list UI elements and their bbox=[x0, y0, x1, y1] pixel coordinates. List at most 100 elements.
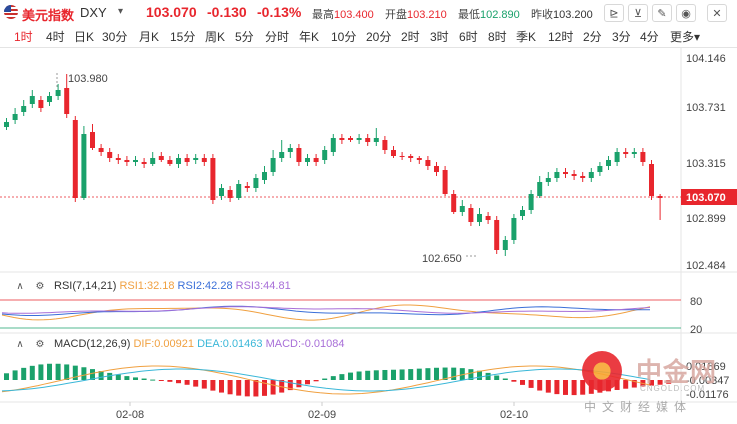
candle-body bbox=[141, 162, 147, 164]
cngold-logo bbox=[582, 351, 622, 391]
macd-bar bbox=[150, 379, 156, 381]
period-tab-6[interactable]: 周K bbox=[205, 30, 226, 44]
rsi-level-80-label: 80 bbox=[690, 296, 702, 308]
header-divider bbox=[0, 47, 737, 48]
candle-body bbox=[12, 114, 18, 120]
candle-body bbox=[477, 214, 482, 222]
candle-body bbox=[391, 150, 396, 156]
candle-body bbox=[657, 196, 663, 198]
candle-body bbox=[184, 158, 190, 162]
rsi1-value: RSI1:32.18 bbox=[119, 280, 175, 292]
candle-body bbox=[47, 96, 52, 102]
macd-tick-label: -0.01176 bbox=[686, 389, 729, 401]
candle-body bbox=[150, 158, 156, 164]
annot-high-label: 103.980 bbox=[68, 73, 108, 85]
macd-bar bbox=[4, 373, 9, 380]
period-tab-18[interactable]: 2分 bbox=[583, 30, 602, 44]
settings-icon[interactable]: ⚙ bbox=[35, 339, 45, 350]
period-bar: 1时 4时 日K 30分 月K 15分 周K 5分 分时 年K 10分 20分 2时 3时 6时 8时 季K 12… bbox=[0, 27, 737, 45]
macd-bar bbox=[296, 380, 302, 388]
current-price-badge bbox=[681, 189, 737, 205]
macd-tick-label: 0.01869 bbox=[686, 361, 726, 373]
period-tab-8[interactable]: 分时 bbox=[265, 30, 290, 44]
period-tab-0[interactable]: 1时 bbox=[14, 30, 33, 44]
macd-bar bbox=[29, 365, 35, 380]
macd-bar bbox=[72, 365, 78, 380]
period-tab-12[interactable]: 2时 bbox=[401, 30, 420, 44]
macd-bar bbox=[520, 380, 525, 385]
candle-body bbox=[330, 138, 336, 152]
period-tab-5[interactable]: 15分 bbox=[170, 30, 196, 44]
period-tab-19[interactable]: 3分 bbox=[612, 30, 631, 44]
candle-body bbox=[520, 210, 525, 216]
macd-bar bbox=[12, 370, 18, 380]
macd-bar bbox=[399, 369, 405, 380]
period-tab-11[interactable]: 20分 bbox=[366, 30, 392, 44]
period-tab-15[interactable]: 8时 bbox=[488, 30, 507, 44]
macd-bar bbox=[442, 367, 448, 380]
period-tab-1[interactable]: 4时 bbox=[46, 30, 65, 44]
settings-icon[interactable]: ⚙ bbox=[35, 281, 45, 292]
period-tab-3[interactable]: 30分 bbox=[102, 30, 128, 44]
candle-body bbox=[451, 194, 457, 212]
macd-bar bbox=[511, 380, 517, 382]
macd-bar bbox=[124, 376, 130, 380]
macd-bar bbox=[649, 380, 654, 386]
candle-body bbox=[356, 138, 362, 140]
time-tick-label: 02-10 bbox=[500, 409, 528, 421]
macd-bar bbox=[81, 367, 87, 380]
period-tab-7[interactable]: 5分 bbox=[235, 30, 254, 44]
rsi2-value: RSI2:42.28 bbox=[177, 280, 233, 292]
pen-icon[interactable]: ✎ bbox=[652, 4, 672, 22]
period-tab-4[interactable]: 月K bbox=[139, 30, 160, 44]
macd-bar bbox=[580, 380, 586, 395]
stat-high: 最高103.400 bbox=[312, 9, 374, 21]
candle-body bbox=[597, 166, 603, 172]
macd-bar bbox=[571, 380, 577, 396]
macd-bar bbox=[115, 374, 121, 380]
stat-prev-close: 昨收103.200 bbox=[531, 9, 593, 21]
period-tab-16[interactable]: 季K bbox=[516, 30, 537, 44]
draw-tools-icon[interactable]: ⊻ bbox=[628, 4, 648, 22]
period-tab-2[interactable]: 日K bbox=[74, 30, 95, 44]
dea-line bbox=[1, 368, 651, 392]
draw-line-icon[interactable]: ⊵ bbox=[604, 4, 624, 22]
candle-body bbox=[305, 158, 310, 162]
price-tick-label: 104.146 bbox=[686, 53, 726, 65]
macd-bar bbox=[287, 380, 293, 391]
period-tab-14[interactable]: 6时 bbox=[459, 30, 478, 44]
candle-body bbox=[399, 156, 405, 157]
symbol-code[interactable]: DXY bbox=[80, 5, 107, 20]
period-tab-17[interactable]: 12时 bbox=[548, 30, 574, 44]
candle-body bbox=[365, 138, 371, 142]
symbol-name[interactable]: 美元指数 bbox=[22, 8, 75, 23]
chevron-down-icon[interactable]: ▾ bbox=[118, 6, 124, 17]
chevron-up-icon[interactable]: ∧ bbox=[16, 339, 24, 350]
period-tab-10[interactable]: 10分 bbox=[331, 30, 357, 44]
period-tab-9[interactable]: 年K bbox=[299, 30, 320, 44]
period-tab-13[interactable]: 3时 bbox=[430, 30, 449, 44]
macd-bar bbox=[47, 363, 52, 380]
macd-bar bbox=[408, 369, 414, 380]
chevron-up-icon[interactable]: ∧ bbox=[16, 281, 24, 292]
rsi1-line bbox=[1, 304, 651, 321]
macd-bar bbox=[657, 380, 663, 385]
rsi-level-20-label: 20 bbox=[690, 324, 702, 336]
candle-body bbox=[502, 240, 508, 250]
candle-body bbox=[339, 138, 345, 140]
macd-bar bbox=[614, 380, 620, 390]
macd-bar bbox=[167, 380, 173, 382]
macd-title: MACD(12,26,9) DIF:0.00921 DEA:0.01463 MA… bbox=[54, 338, 345, 350]
macd-bar bbox=[176, 380, 181, 384]
eye-icon[interactable]: ◉ bbox=[676, 4, 696, 22]
candle-body bbox=[4, 122, 9, 127]
macd-bar bbox=[339, 374, 345, 380]
macd-bar bbox=[425, 368, 431, 380]
close-icon[interactable]: ✕ bbox=[707, 4, 727, 22]
candle-body bbox=[29, 96, 35, 104]
candle-body bbox=[107, 152, 113, 158]
period-tab-21[interactable]: 更多▾ bbox=[670, 30, 701, 44]
stat-low: 最低102.890 bbox=[458, 9, 520, 21]
period-tab-20[interactable]: 4分 bbox=[640, 30, 659, 44]
